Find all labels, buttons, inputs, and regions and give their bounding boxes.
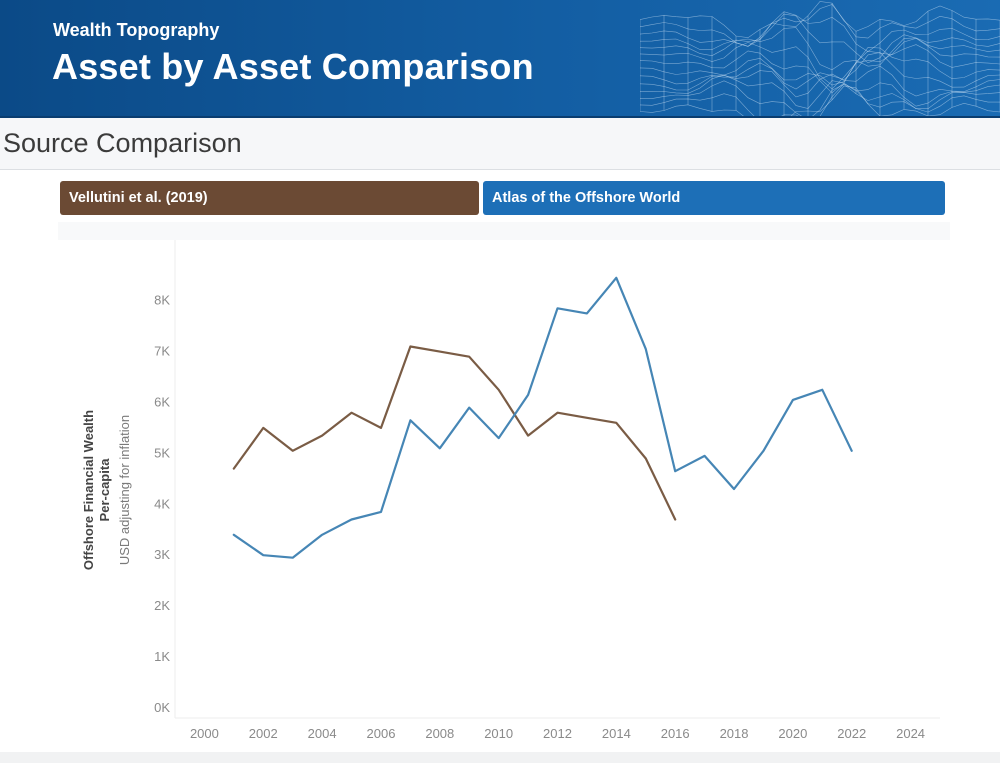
x-tick-label: 2002 [249,726,278,741]
y-tick-label: 1K [154,649,170,664]
tab-vellutini[interactable]: Vellutini et al. (2019) [60,181,479,215]
y-axis-subtitle: USD adjusting for inflation [117,415,132,565]
y-tick-label: 6K [154,394,170,409]
line-chart: 0K 1K 2K 3K 4K 5K 6K 7K 8K 2000 2002 2004 2006 2008 20… [81,240,940,741]
y-tick-label: 0K [154,700,170,715]
x-tick-label: 2018 [720,726,749,741]
series-line-atlas [232,276,853,559]
mesh-line [640,52,1000,90]
mesh-line [640,47,1000,86]
x-tick-label: 2014 [602,726,631,741]
header-banner: Wealth Topography Asset by Asset Compari… [0,0,1000,118]
section-header [0,118,1000,170]
mesh-line [640,13,1000,64]
mountain-mesh-graphic [640,1,1000,116]
x-tick-label: 2006 [367,726,396,741]
mesh-line [640,37,1000,90]
x-tick-label: 2024 [896,726,925,741]
mesh-line [640,27,1000,71]
y-tick-label: 4K [154,496,170,511]
series-line-vellutini [232,345,677,521]
page-title: Asset by Asset Comparison [52,46,534,87]
mesh-line [640,83,1000,116]
x-tick-label: 2022 [837,726,866,741]
y-tick-label: 3K [154,547,170,562]
app-eyebrow: Wealth Topography [53,20,220,40]
mesh-line [640,85,1000,116]
mesh-line [640,1,1000,39]
mesh-line [640,65,1000,98]
x-tick-label: 2000 [190,726,219,741]
y-tick-label: 5K [154,445,170,460]
chart-panel: 0K 1K 2K 3K 4K 5K 6K 7K 8K 2000 2002 2004 2006 2008 20… [58,222,950,752]
y-tick-label: 2K [154,598,170,613]
y-axis-title-line2: Per-capita [97,458,112,522]
x-tick-label: 2012 [543,726,572,741]
y-tick-label: 8K [154,293,170,308]
x-tick-label: 2020 [778,726,807,741]
x-tick-label: 2016 [661,726,690,741]
x-tick-label: 2004 [308,726,337,741]
banner-background [0,0,1000,116]
section-title: Source Comparison [3,128,242,158]
y-axis-title: Offshore Financial Wealth [81,410,96,570]
mesh-line [640,74,1000,109]
chart-area: 0K 1K 2K 3K 4K 5K 6K 7K 8K 2000 2002 2004 2006 2008 20… [58,240,950,752]
mesh-line [640,4,1000,47]
y-tick-label: 7K [154,344,170,359]
mesh-line [640,80,1000,116]
footer-strip [0,752,1000,763]
mesh-line [640,11,1000,52]
mesh-line [640,44,1000,94]
x-tick-label: 2008 [425,726,454,741]
x-tick-label: 2010 [484,726,513,741]
tab-atlas[interactable]: Atlas of the Offshore World [483,181,945,215]
